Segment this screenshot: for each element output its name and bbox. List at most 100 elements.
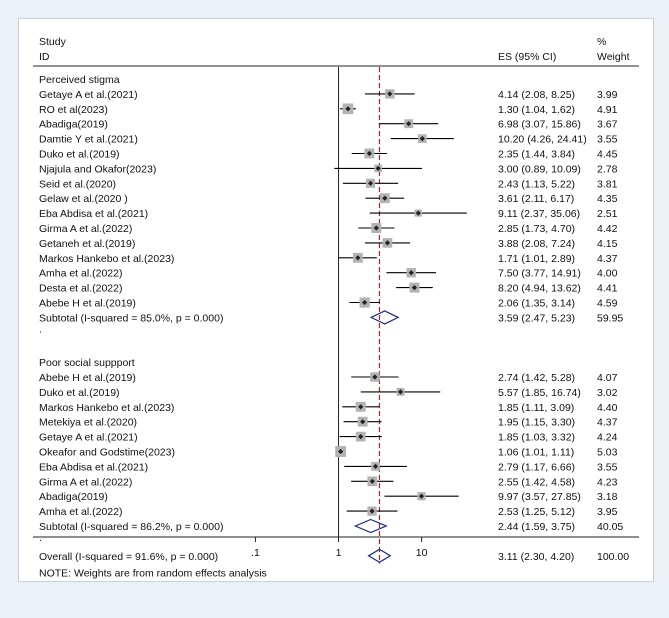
study-weight: 3.55 [597, 461, 618, 473]
forest-plot-svg: Study ID ES (95% CI)% Weight Perceived stigm… [33, 36, 639, 580]
study-point-estimate [373, 225, 379, 231]
study-es-ci: 6.98 (3.07, 15.86) [498, 119, 581, 131]
overall-es-ci: 3.11 (2.30, 4.20) [498, 551, 574, 563]
study-point-estimate [418, 493, 425, 499]
study-es-ci: 2.74 (1.42, 5.28) [498, 372, 575, 384]
study-weight: 4.91 [597, 104, 618, 116]
study-point-estimate [419, 136, 425, 142]
study-point-estimate [411, 285, 418, 291]
study-point-estimate [345, 106, 351, 112]
study-label: Amha et al.(2022) [39, 268, 122, 280]
study-label: Girma A et al.(2022) [39, 476, 132, 488]
study-weight: 4.41 [597, 283, 618, 295]
study-point-estimate [358, 404, 364, 410]
header-weight: Weight [597, 51, 630, 63]
study-label: Njajula and Okafor(2023) [39, 163, 156, 175]
study-weight: 4.40 [597, 402, 618, 414]
study-weight: 3.55 [597, 134, 618, 146]
study-point-estimate [358, 434, 364, 440]
overall-diamond [367, 548, 392, 563]
study-weight: 4.23 [597, 476, 618, 488]
study-weight: 4.42 [597, 223, 618, 235]
study-es-ci: 1.06 (1.01, 1.11) [498, 447, 574, 459]
study-es-ci: 4.14 (2.08, 8.25) [498, 89, 575, 101]
subtotal-diamond [353, 518, 388, 534]
study-es-ci: 9.11 (2.37, 35.06) [498, 208, 580, 220]
study-weight: 2.78 [597, 163, 618, 175]
study-weight: 5.03 [597, 447, 618, 459]
subtotal-label: Subtotal (I-squared = 86.2%, p = 0.000) [39, 521, 223, 533]
study-point-estimate [382, 195, 388, 201]
study-label: Damtie Y et al.(2021) [39, 134, 138, 146]
subtotal-es-ci: 3.59 (2.47, 5.23) [498, 312, 575, 324]
study-es-ci: 2.53 (1.25, 5.12) [498, 506, 575, 518]
study-weight: 3.02 [597, 387, 618, 399]
study-es-ci: 3.88 (2.08, 7.24) [498, 238, 575, 250]
study-label: Abadiga(2019) [39, 491, 108, 503]
study-point-estimate [375, 165, 381, 171]
study-weight: 2.51 [597, 208, 618, 220]
study-label: Amha et al.(2022) [39, 506, 122, 518]
study-label: Getaye A et al.(2021) [39, 432, 138, 444]
study-es-ci: 7.50 (3.77, 14.91) [498, 268, 581, 280]
study-weight: 4.45 [597, 149, 618, 161]
study-es-ci: 2.35 (1.44, 3.84) [498, 149, 575, 161]
forest-plot: Study ID ES (95% CI)% Weight Perceived stigm… [18, 18, 654, 582]
study-point-estimate [360, 419, 366, 425]
study-es-ci: 2.06 (1.35, 3.14) [498, 298, 575, 310]
study-weight: 3.95 [597, 506, 618, 518]
overall-weight: 100.00 [597, 551, 629, 563]
study-point-estimate [338, 448, 344, 455]
study-weight: 3.18 [597, 491, 618, 503]
study-point-estimate [369, 508, 375, 514]
study-label: RO et al(2023) [39, 104, 108, 116]
group-separator: . [39, 532, 42, 544]
study-weight: 3.81 [597, 178, 618, 190]
study-label: Gelaw et al.(2020 ) [39, 193, 128, 205]
study-es-ci: 8.20 (4.94, 13.62) [498, 283, 581, 295]
study-label: Desta et al.(2022) [39, 283, 122, 295]
study-point-estimate [367, 180, 374, 186]
study-label: Getaneh et al.(2019) [39, 238, 135, 250]
study-point-estimate [415, 210, 421, 216]
study-weight: 4.37 [597, 253, 618, 265]
study-point-estimate [355, 255, 361, 261]
study-label: Abadiga(2019) [39, 119, 108, 131]
study-es-ci: 9.97 (3.57, 27.85) [498, 491, 581, 503]
study-label: Getaye A et al.(2021) [39, 89, 138, 101]
study-es-ci: 1.85 (1.03, 3.32) [498, 432, 575, 444]
study-point-estimate [362, 299, 368, 306]
study-es-ci: 3.61 (2.11, 6.17) [498, 193, 574, 205]
x-axis-tick-label: 10 [416, 547, 428, 559]
study-es-ci: 10.20 (4.26, 24.41) [498, 134, 587, 146]
study-point-estimate [372, 463, 379, 469]
study-es-ci: 1.85 (1.11, 3.09) [498, 402, 574, 414]
study-label: Duko et al.(2019) [39, 149, 120, 161]
study-point-estimate [384, 240, 391, 246]
study-weight: 4.07 [597, 372, 618, 384]
study-label: Okeafor and Godstime(2023) [39, 447, 175, 459]
study-es-ci: 3.00 (0.89, 10.09) [498, 163, 581, 175]
subtotal-diamond [369, 310, 400, 325]
study-es-ci: 2.55 (1.42, 4.58) [498, 476, 575, 488]
study-label: Eba Abdisa et al.(2021) [39, 208, 148, 220]
study-label: Abebe H et al.(2019) [39, 298, 136, 310]
study-point-estimate [397, 389, 404, 395]
study-weight: 4.37 [597, 417, 618, 429]
study-label: Seid et al.(2020) [39, 178, 116, 190]
study-label: Duko et al.(2019) [39, 387, 120, 399]
header-es: ES (95% CI) [498, 51, 556, 63]
study-weight: 4.00 [597, 268, 618, 280]
study-point-estimate [406, 121, 412, 127]
group-separator: . [39, 323, 42, 335]
subtotal-label: Subtotal (I-squared = 85.0%, p = 0.000) [39, 312, 223, 324]
study-es-ci: 1.30 (1.04, 1.62) [498, 104, 575, 116]
weights-note: NOTE: Weights are from random effects an… [39, 568, 267, 580]
overall-label: Overall (I-squared = 91.6%, p = 0.000) [39, 551, 218, 563]
study-weight: 3.99 [597, 89, 618, 101]
study-label: Eba Abdisa et al.(2021) [39, 461, 148, 473]
study-es-ci: 1.95 (1.15, 3.30) [498, 417, 575, 429]
header-weight-percent: % [597, 36, 606, 48]
study-label: Metekiya et al.(2020) [39, 417, 137, 429]
study-es-ci: 5.57 (1.85, 16.74) [498, 387, 581, 399]
